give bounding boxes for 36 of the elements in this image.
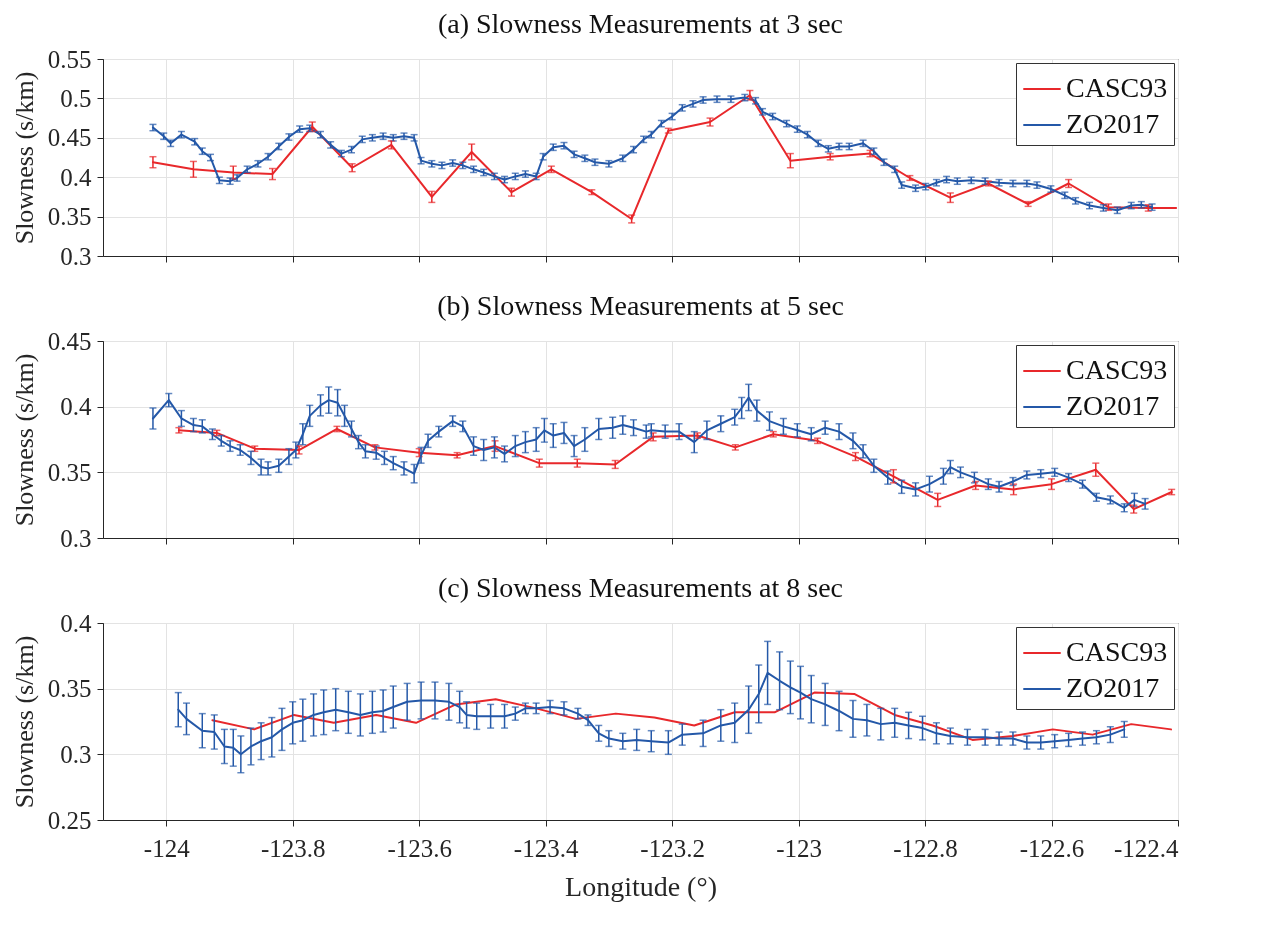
x-tick-label: -123.2 bbox=[640, 834, 705, 862]
y-tick-label: 0.4 bbox=[60, 609, 92, 637]
x-tick-label: -123.6 bbox=[387, 834, 452, 862]
y-tick-label: 0.35 bbox=[47, 675, 92, 703]
y-tick-label: 0.45 bbox=[47, 327, 92, 355]
y-axis-title: Slowness (s/km) bbox=[9, 353, 39, 527]
y-tick-label: 0.45 bbox=[47, 124, 92, 152]
y-tick-label: 0.3 bbox=[60, 740, 92, 768]
x-tick-label: -122.4 bbox=[1113, 834, 1179, 862]
y-tick-label: 0.4 bbox=[60, 393, 92, 421]
y-tick-label: 0.35 bbox=[47, 458, 92, 486]
legend-label: ZO2017 bbox=[1066, 672, 1160, 703]
x-tick-label: -123 bbox=[776, 834, 822, 862]
legend-label: CASC93 bbox=[1066, 72, 1168, 103]
x-axis-title: Longitude (°) bbox=[565, 870, 717, 902]
chart-title: (b) Slowness Measurements at 5 sec bbox=[437, 290, 844, 321]
x-tick-label: -123.4 bbox=[513, 834, 579, 862]
legend-label: ZO2017 bbox=[1066, 108, 1160, 139]
y-tick-label: 0.35 bbox=[47, 203, 92, 231]
y-tick-label: 0.5 bbox=[60, 84, 92, 112]
x-tick-label: -122.8 bbox=[893, 834, 958, 862]
y-tick-label: 0.25 bbox=[47, 806, 92, 834]
y-tick-label: 0.4 bbox=[60, 163, 92, 191]
x-tick-label: -124 bbox=[143, 834, 191, 862]
y-axis-title: Slowness (s/km) bbox=[9, 635, 39, 809]
x-tick-label: -123.8 bbox=[260, 834, 326, 862]
legend-label: CASC93 bbox=[1066, 636, 1168, 667]
y-tick-label: 0.3 bbox=[60, 242, 92, 270]
y-tick-label: 0.55 bbox=[47, 45, 92, 73]
y-tick-label: 0.3 bbox=[60, 524, 92, 552]
legend-label: ZO2017 bbox=[1066, 390, 1160, 421]
chart-title: (a) Slowness Measurements at 3 sec bbox=[437, 8, 844, 39]
x-tick-label: -122.6 bbox=[1019, 834, 1085, 862]
y-axis-title: Slowness (s/km) bbox=[9, 71, 39, 245]
chart-title: (c) Slowness Measurements at 8 sec bbox=[437, 572, 844, 603]
legend-label: CASC93 bbox=[1066, 354, 1168, 385]
